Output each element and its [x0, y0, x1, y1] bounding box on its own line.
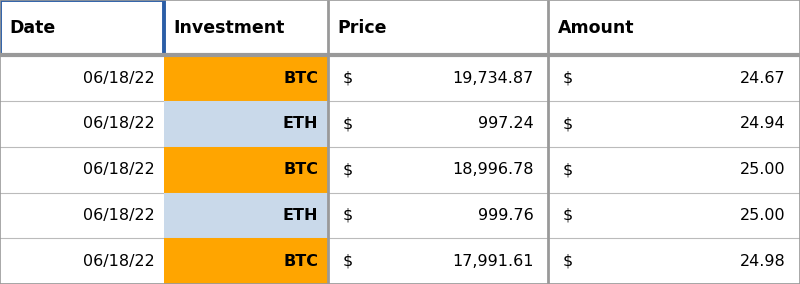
Text: 24.98: 24.98 — [740, 254, 786, 269]
Bar — [0, 193, 800, 238]
Text: 06/18/22: 06/18/22 — [82, 116, 154, 131]
Bar — [164, 238, 328, 284]
Bar — [164, 101, 328, 147]
Text: 06/18/22: 06/18/22 — [82, 71, 154, 86]
Text: $: $ — [562, 162, 573, 177]
Text: BTC: BTC — [283, 71, 318, 86]
Bar — [0, 238, 800, 284]
Text: $: $ — [342, 208, 353, 223]
Text: Price: Price — [338, 19, 387, 37]
Text: $: $ — [562, 208, 573, 223]
Bar — [0, 0, 800, 55]
Text: 06/18/22: 06/18/22 — [82, 162, 154, 177]
Bar — [0, 0, 164, 55]
Text: BTC: BTC — [283, 254, 318, 269]
Text: 25.00: 25.00 — [740, 162, 786, 177]
Text: 25.00: 25.00 — [740, 208, 786, 223]
Bar — [0, 101, 800, 147]
Bar — [164, 147, 328, 193]
Text: $: $ — [342, 116, 353, 131]
Text: Amount: Amount — [558, 19, 634, 37]
Text: ETH: ETH — [283, 116, 318, 131]
Text: Investment: Investment — [174, 19, 285, 37]
Text: 18,996.78: 18,996.78 — [452, 162, 534, 177]
Text: Date: Date — [10, 19, 56, 37]
Bar — [164, 193, 328, 238]
Text: $: $ — [342, 71, 353, 86]
Text: 24.94: 24.94 — [740, 116, 786, 131]
Text: 06/18/22: 06/18/22 — [82, 208, 154, 223]
Text: $: $ — [562, 71, 573, 86]
Text: 997.24: 997.24 — [478, 116, 534, 131]
Text: $: $ — [562, 116, 573, 131]
Bar — [0, 147, 800, 193]
Text: $: $ — [342, 162, 353, 177]
Text: 19,734.87: 19,734.87 — [452, 71, 534, 86]
Text: 17,991.61: 17,991.61 — [452, 254, 534, 269]
Bar — [0, 55, 800, 101]
Text: 999.76: 999.76 — [478, 208, 534, 223]
Text: 24.67: 24.67 — [740, 71, 786, 86]
Bar — [164, 55, 328, 101]
Text: BTC: BTC — [283, 162, 318, 177]
Text: 06/18/22: 06/18/22 — [82, 254, 154, 269]
Text: $: $ — [342, 254, 353, 269]
Text: $: $ — [562, 254, 573, 269]
Text: ETH: ETH — [283, 208, 318, 223]
